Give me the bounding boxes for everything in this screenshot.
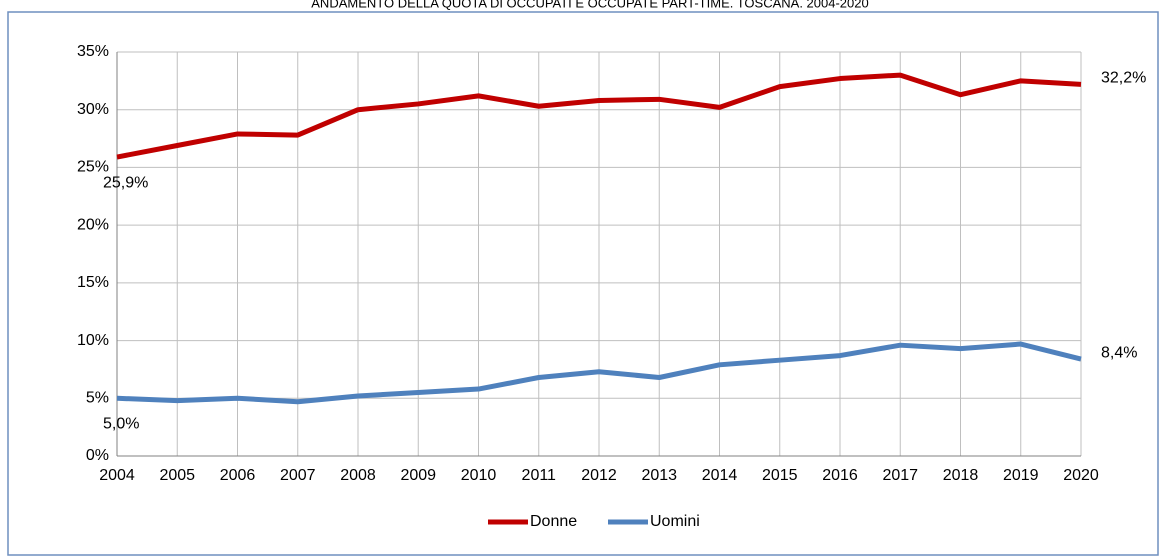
y-tick-label: 35%: [77, 43, 109, 60]
x-tick-label: 2018: [943, 467, 979, 484]
y-tick-label: 30%: [77, 101, 109, 118]
x-tick-label: 2009: [400, 467, 436, 484]
data-label: 5,0%: [103, 416, 139, 433]
y-tick-label: 25%: [77, 159, 109, 176]
chart-border: [7, 11, 1159, 556]
y-tick-label: 20%: [77, 216, 109, 233]
x-tick-label: 2008: [340, 467, 376, 484]
data-label: 32,2%: [1101, 70, 1146, 87]
y-tick-label: 10%: [77, 332, 109, 349]
series-line: [116, 341, 1082, 405]
y-tick-label: 5%: [86, 390, 109, 407]
x-tick-label: 2014: [702, 467, 738, 484]
x-tick-label: 2015: [762, 467, 798, 484]
x-tick-label: 2007: [280, 467, 316, 484]
y-tick-label: 15%: [77, 274, 109, 291]
x-tick-label: 2016: [822, 467, 858, 484]
x-tick-label: 2017: [882, 467, 918, 484]
legend-label: Uomini: [650, 513, 700, 530]
data-label: 8,4%: [1101, 344, 1137, 361]
x-tick-label: 2012: [581, 467, 617, 484]
x-tick-label: 2020: [1063, 467, 1099, 484]
chart-title: ANDAMENTO DELLA QUOTA DI OCCUPATI E OCCU…: [311, 0, 868, 10]
x-tick-label: 2006: [220, 467, 256, 484]
x-tick-label: 2004: [99, 467, 135, 484]
y-tick-label: 0%: [86, 447, 109, 464]
x-tick-label: 2013: [641, 467, 677, 484]
series-line: [116, 72, 1082, 160]
data-label: 25,9%: [103, 174, 148, 191]
x-tick-label: 2010: [461, 467, 497, 484]
x-tick-label: 2019: [1003, 467, 1039, 484]
x-tick-label: 2011: [522, 467, 557, 484]
legend-label: Donne: [530, 513, 577, 530]
x-tick-label: 2005: [159, 467, 195, 484]
